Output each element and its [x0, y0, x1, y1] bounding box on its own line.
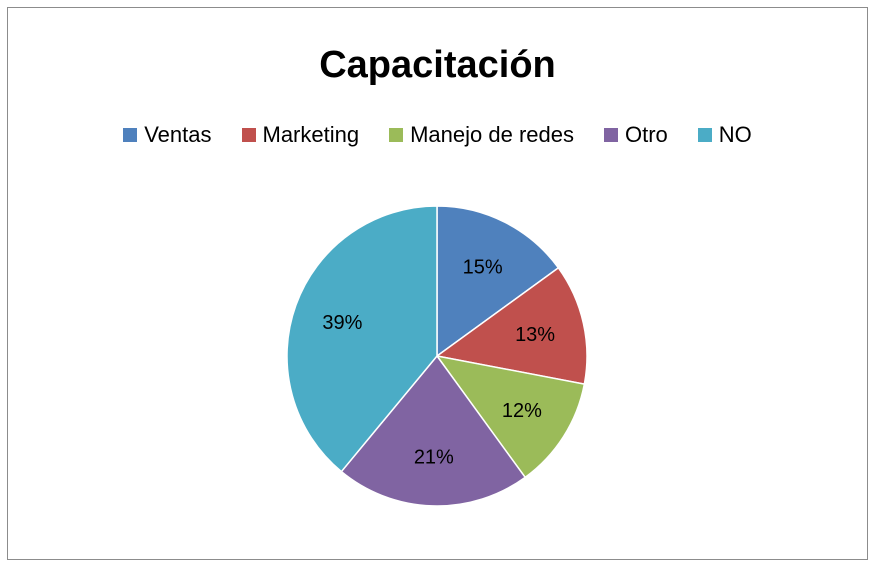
slice-data-label: 12%: [502, 400, 542, 422]
legend-swatch: [389, 128, 404, 142]
pie-slice-manejo-de-redes: [435, 354, 586, 479]
pie-slice-ventas: [436, 205, 560, 358]
slice-data-label: 15%: [463, 256, 503, 278]
legend-item: Manejo de redes: [389, 122, 574, 148]
slice-data-label: 39%: [322, 312, 362, 334]
legend-label: Marketing: [262, 122, 360, 147]
pie-slice-no: [286, 205, 438, 473]
chart-title: Capacitación: [319, 44, 556, 86]
legend-label: Otro: [624, 122, 668, 147]
legend-item: NO: [697, 122, 752, 148]
legend-label: Ventas: [144, 122, 212, 147]
legend-swatch: [123, 128, 138, 142]
legend-item: Marketing: [241, 122, 360, 148]
slice-data-label: 21%: [414, 446, 454, 468]
legend-swatch: [241, 128, 256, 142]
pie-slice-marketing: [435, 266, 588, 385]
legend-item: Otro: [603, 122, 668, 148]
slice-data-label: 13%: [515, 324, 555, 346]
legend-swatch: [603, 128, 618, 142]
legend: Ventas Marketing Manejo de redes Otro NO: [8, 122, 867, 148]
legend-item: Ventas: [123, 122, 212, 148]
legend-label: Manejo de redes: [410, 122, 574, 147]
legend-swatch: [697, 128, 712, 142]
pie-slice-otro: [340, 354, 527, 507]
legend-label: NO: [718, 122, 752, 147]
